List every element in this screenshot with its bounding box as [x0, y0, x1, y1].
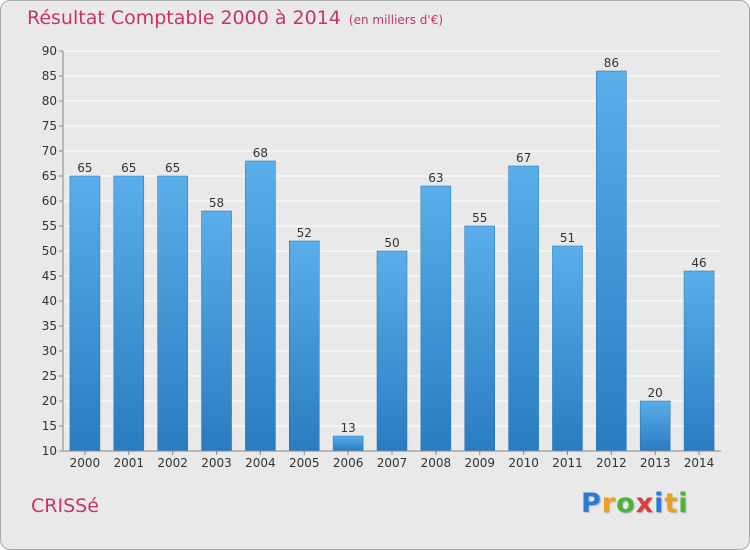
bar-2006 — [332, 435, 364, 452]
x-tick-label: 2002 — [157, 456, 188, 470]
x-tick-label: 2004 — [245, 456, 276, 470]
bar-2012 — [596, 70, 627, 452]
value-label: 51 — [560, 231, 575, 245]
logo-letter: i — [678, 488, 689, 519]
bar-2010 — [508, 165, 539, 452]
y-tick-label: 60 — [42, 194, 57, 208]
y-tick-label: 70 — [42, 144, 57, 158]
x-axis: 2000 2001 2002 2003 2004 2005 2006 2007 2008 2009… — [63, 450, 721, 470]
x-tick-label: 2003 — [201, 456, 232, 470]
x-tick-label: 2006 — [333, 456, 364, 470]
x-tick-label: 2014 — [684, 456, 715, 470]
value-label: 65 — [121, 161, 136, 175]
bar-2011 — [552, 245, 583, 452]
x-tick-label: 2001 — [114, 456, 145, 470]
bars — [69, 70, 715, 452]
y-tick-label: 65 — [42, 169, 57, 183]
value-label: 58 — [209, 196, 224, 210]
logo-letter: P — [581, 488, 602, 519]
bar-2000 — [69, 175, 101, 452]
chart-title-block: Résultat Comptable 2000 à 2014 (en millie… — [27, 7, 443, 29]
value-label: 55 — [472, 211, 487, 225]
x-tick-label: 2010 — [508, 456, 539, 470]
value-label: 65 — [77, 161, 92, 175]
value-label: 63 — [428, 171, 443, 185]
bar-2005 — [289, 240, 320, 452]
logo-letter: x — [635, 488, 655, 519]
bar-2004 — [245, 160, 276, 452]
bar-2002 — [157, 175, 188, 452]
value-label: 50 — [384, 236, 399, 250]
y-tick-label: 10 — [42, 444, 57, 458]
value-label: 13 — [340, 421, 355, 435]
value-label: 20 — [648, 386, 663, 400]
value-label: 68 — [253, 146, 268, 160]
chart-subtitle: (en milliers d'€) — [348, 13, 444, 27]
y-tick-label: 40 — [42, 294, 57, 308]
x-tick-label: 2005 — [289, 456, 320, 470]
y-tick-label: 15 — [42, 419, 57, 433]
value-label: 46 — [691, 256, 706, 270]
x-tick-label: 2000 — [70, 456, 101, 470]
bar-2008 — [420, 185, 452, 452]
y-tick-label: 75 — [42, 119, 57, 133]
y-tick-label: 30 — [42, 344, 57, 358]
bar-2001 — [113, 175, 145, 452]
logo-letter: o — [616, 488, 636, 519]
x-tick-label: 2012 — [596, 456, 627, 470]
proxiti-logo: Proxiti — [581, 488, 689, 519]
x-tick-label: 2008 — [421, 456, 452, 470]
value-label: 67 — [516, 151, 531, 165]
logo-letter: i — [654, 488, 665, 519]
y-tick-label: 45 — [42, 269, 57, 283]
bar-2007 — [376, 250, 408, 452]
y-tick-label: 20 — [42, 394, 57, 408]
y-tick-label: 80 — [42, 94, 57, 108]
x-tick-label: 2011 — [552, 456, 583, 470]
x-tick-label: 2013 — [640, 456, 671, 470]
commune-name: CRISSé — [31, 495, 99, 517]
bar-2003 — [201, 210, 232, 452]
value-label: 86 — [604, 56, 619, 70]
y-tick-label: 50 — [42, 244, 57, 258]
y-tick-label: 55 — [42, 219, 57, 233]
value-label: 65 — [165, 161, 180, 175]
y-tick-label: 90 — [42, 44, 57, 58]
x-tick-label: 2007 — [377, 456, 408, 470]
y-axis: 10 15 20 25 30 35 40 45 50 55 60 65 70 75 80 85 90 — [42, 44, 64, 458]
value-labels: 65 65 65 58 68 52 13 50 63 55 67 51 86 20 46 — [77, 56, 706, 435]
logo-letter: r — [601, 488, 617, 519]
y-tick-label: 35 — [42, 319, 57, 333]
value-label: 52 — [297, 226, 312, 240]
bar-2014 — [683, 270, 715, 452]
y-tick-label: 85 — [42, 69, 57, 83]
bar-2009 — [464, 225, 495, 452]
bar-2013 — [639, 400, 671, 452]
x-tick-label: 2009 — [464, 456, 495, 470]
y-tick-label: 25 — [42, 369, 57, 383]
logo-letter: t — [664, 488, 679, 519]
chart-title: Résultat Comptable 2000 à 2014 — [27, 7, 341, 29]
